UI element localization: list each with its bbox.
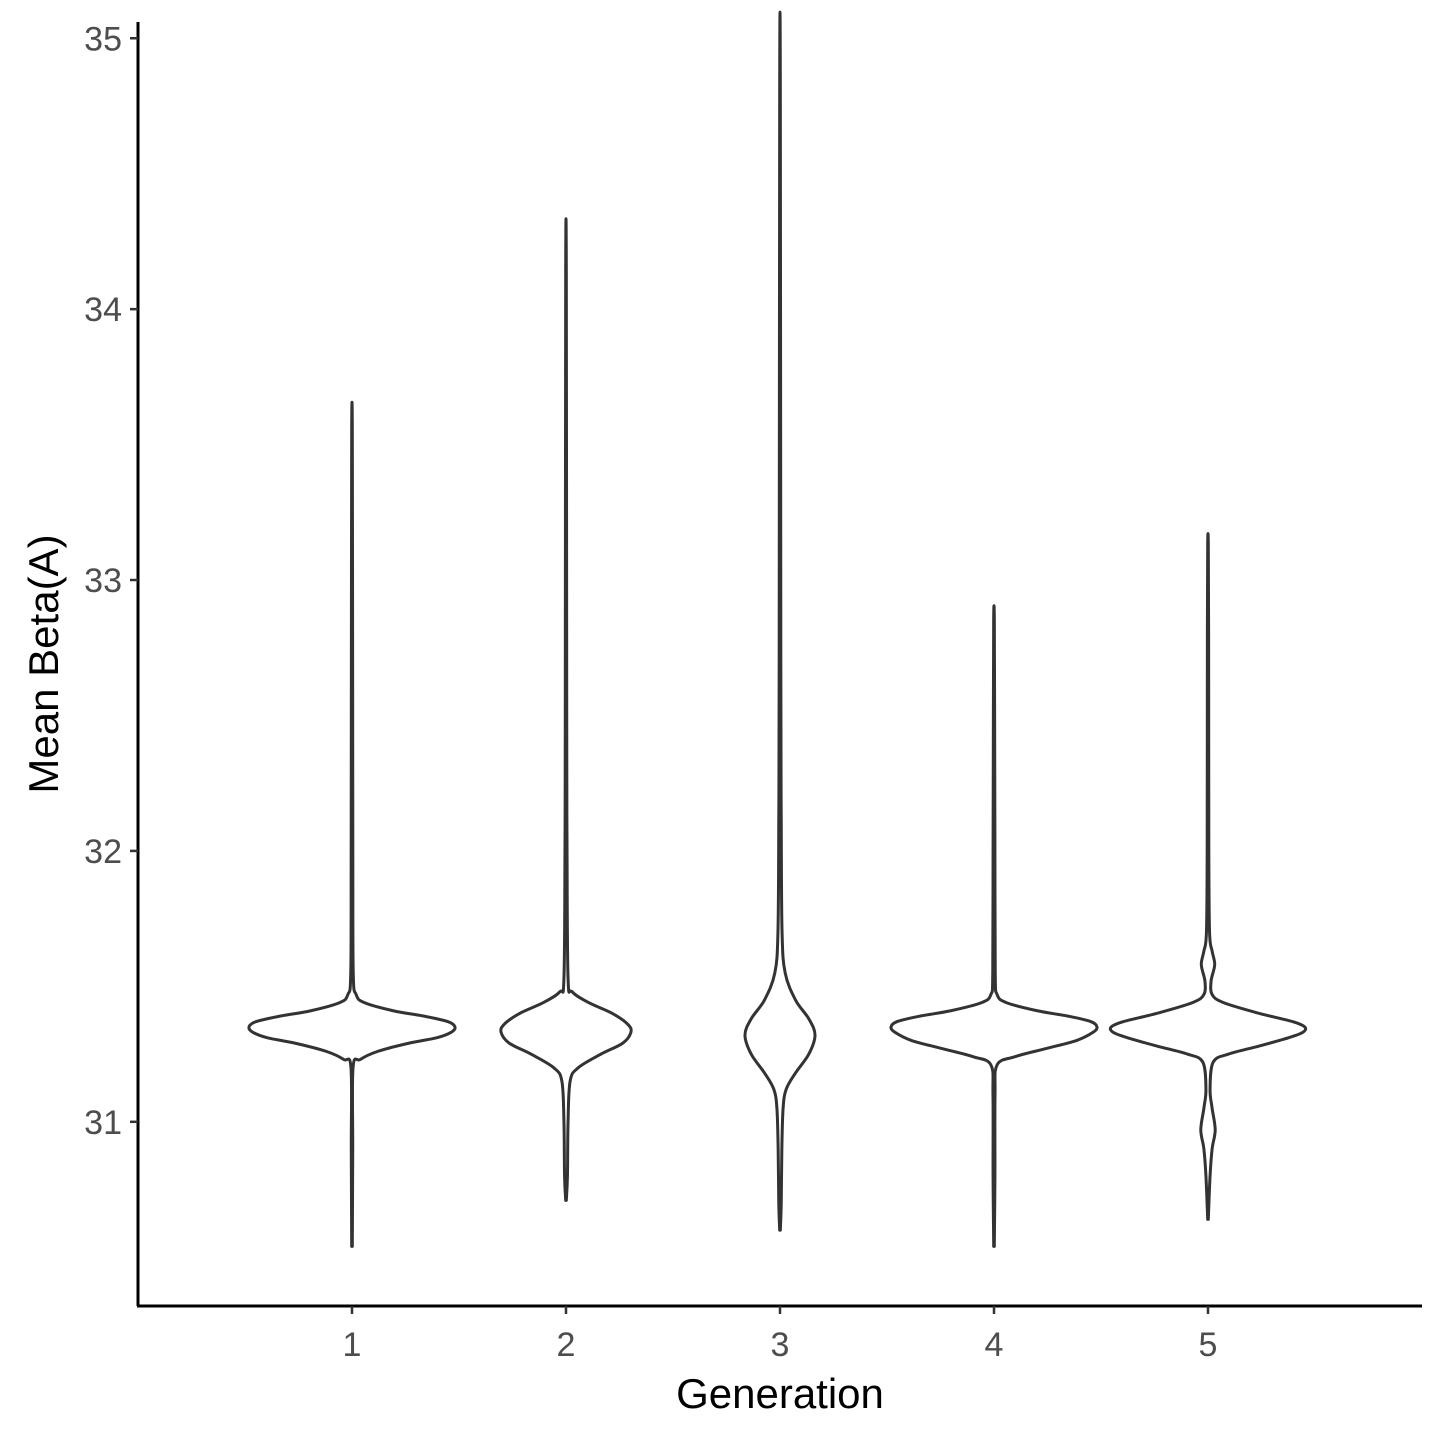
violin-layer [247,10,1308,1248]
y-axis-ticks: 31 32 33 34 35 [84,20,138,1142]
y-tick-label: 33 [84,562,122,600]
x-tick-label: 2 [557,1326,576,1364]
x-axis-ticks: 1 2 3 4 5 [343,1306,1218,1364]
violin-generation-3 [743,10,817,1232]
x-tick-label: 5 [1199,1326,1218,1364]
x-axis-title: Generation [676,1370,884,1417]
x-tick-label: 1 [343,1326,362,1364]
x-tick-label: 4 [985,1326,1004,1364]
violin-generation-4 [889,604,1099,1248]
y-tick-label: 31 [84,1104,122,1142]
violin-generation-1 [247,401,457,1248]
y-tick-label: 35 [84,20,122,58]
y-tick-label: 34 [84,291,122,329]
violin-generation-5 [1108,532,1308,1221]
x-tick-label: 3 [771,1326,790,1364]
violin-generation-2 [499,217,633,1202]
y-tick-label: 32 [84,833,122,871]
y-axis-title: Mean Beta(A) [20,534,67,793]
